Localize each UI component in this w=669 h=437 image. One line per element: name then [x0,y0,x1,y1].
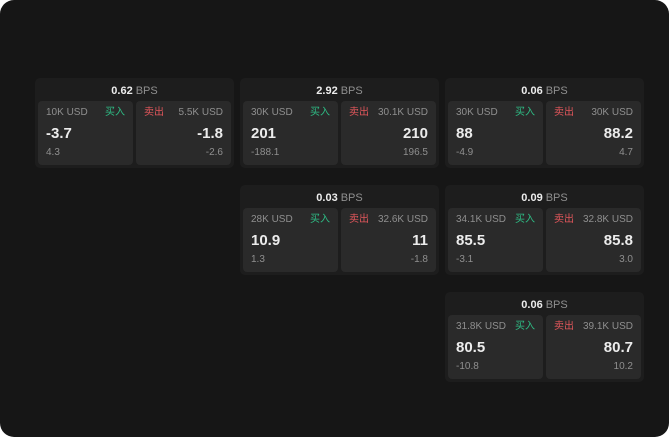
quote-card: 0.06 BPS 31.8K USD 买入 80.5 -10.8 卖出 39.1K… [445,292,644,382]
buy-label: 买入 [515,321,535,332]
buy-size: 30K USD [456,107,498,118]
spread-value: 2.92 [316,85,338,97]
spread-header: 0.06 BPS [448,295,641,315]
sell-price: 85.8 [603,231,633,249]
spread-value: 0.06 [521,299,543,311]
buy-label: 买入 [515,214,535,225]
buy-price: 201 [251,124,277,142]
buy-change: -4.9 [456,147,474,158]
spread-header: 0.06 BPS [448,81,641,101]
spread-unit: BPS [545,85,568,97]
buy-size: 10K USD [46,107,88,118]
spread-header: 2.92 BPS [243,81,436,101]
buy-quote-button[interactable]: 34.1K USD 买入 85.5 -3.1 [448,208,543,272]
buy-price: 85.5 [456,231,486,249]
sell-price: 210 [402,124,428,142]
sell-size: 30K USD [591,107,633,118]
sell-quote-button[interactable]: 卖出 32.8K USD 85.8 3.0 [546,208,641,272]
quote-card: 2.92 BPS 30K USD 买入 201 -188.1 卖出 30.1K U… [240,78,439,168]
sell-size: 39.1K USD [582,321,633,332]
buy-quote-button[interactable]: 30K USD 买入 88 -4.9 [448,101,543,165]
quote-card: 0.06 BPS 30K USD 买入 88 -4.9 卖出 30K USD [445,78,644,168]
sell-label: 卖出 [349,214,369,225]
spread-value: 0.03 [316,192,338,204]
sell-label: 卖出 [349,107,369,118]
spread-unit: BPS [340,85,363,97]
buy-quote-button[interactable]: 28K USD 买入 10.9 1.3 [243,208,338,272]
quote-card: 0.03 BPS 28K USD 买入 10.9 1.3 卖出 32.6K USD [240,185,439,275]
buy-size: 28K USD [251,214,293,225]
sell-price: 11 [412,231,428,249]
quote-card: 0.09 BPS 34.1K USD 买入 85.5 -3.1 卖出 32.8K … [445,185,644,275]
sell-quote-button[interactable]: 卖出 30.1K USD 210 196.5 [341,101,436,165]
sell-size: 30.1K USD [377,107,428,118]
sell-size: 5.5K USD [178,107,223,118]
sell-change: 10.2 [613,361,633,372]
sell-change: -1.8 [410,254,428,265]
spread-value: 0.62 [111,85,133,97]
quote-grid: 0.62 BPS 10K USD 买入 -3.7 4.3 卖出 5.5K USD [35,78,644,382]
spread-value: 0.09 [521,192,543,204]
spread-unit: BPS [340,192,363,204]
buy-label: 买入 [310,214,330,225]
sell-quote-button[interactable]: 卖出 32.6K USD 11 -1.8 [341,208,436,272]
buy-change: -10.8 [456,361,479,372]
sell-quote-button[interactable]: 卖出 39.1K USD 80.7 10.2 [546,315,641,379]
sell-price: 88.2 [603,124,633,142]
buy-quote-button[interactable]: 30K USD 买入 201 -188.1 [243,101,338,165]
buy-size: 34.1K USD [456,214,507,225]
buy-change: -3.1 [456,254,474,265]
buy-price: -3.7 [46,124,72,142]
spread-header: 0.09 BPS [448,188,641,208]
sell-label: 卖出 [554,321,574,332]
sell-quote-button[interactable]: 卖出 30K USD 88.2 4.7 [546,101,641,165]
buy-change: 4.3 [46,147,60,158]
spread-value: 0.06 [521,85,543,97]
buy-size: 31.8K USD [456,321,507,332]
sell-change: 4.7 [619,147,633,158]
buy-label: 买入 [310,107,330,118]
buy-price: 10.9 [251,231,281,249]
sell-label: 卖出 [554,214,574,225]
sell-change: 196.5 [402,147,428,158]
buy-quote-button[interactable]: 10K USD 买入 -3.7 4.3 [38,101,133,165]
sell-change: -2.6 [205,147,223,158]
spread-unit: BPS [545,192,568,204]
buy-label: 买入 [105,107,125,118]
buy-size: 30K USD [251,107,293,118]
sell-price: -1.8 [197,124,223,142]
buy-change: 1.3 [251,254,265,265]
buy-quote-button[interactable]: 31.8K USD 买入 80.5 -10.8 [448,315,543,379]
spread-header: 0.62 BPS [38,81,231,101]
sell-change: 3.0 [619,254,633,265]
sell-size: 32.6K USD [377,214,428,225]
sell-label: 卖出 [144,107,164,118]
buy-price: 88 [456,124,473,142]
sell-label: 卖出 [554,107,574,118]
buy-change: -188.1 [251,147,280,158]
spread-unit: BPS [135,85,158,97]
sell-price: 80.7 [603,338,633,356]
quote-card: 0.62 BPS 10K USD 买入 -3.7 4.3 卖出 5.5K USD [35,78,234,168]
buy-price: 80.5 [456,338,486,356]
sell-size: 32.8K USD [582,214,633,225]
sell-quote-button[interactable]: 卖出 5.5K USD -1.8 -2.6 [136,101,231,165]
buy-label: 买入 [515,107,535,118]
spread-unit: BPS [545,299,568,311]
spread-header: 0.03 BPS [243,188,436,208]
